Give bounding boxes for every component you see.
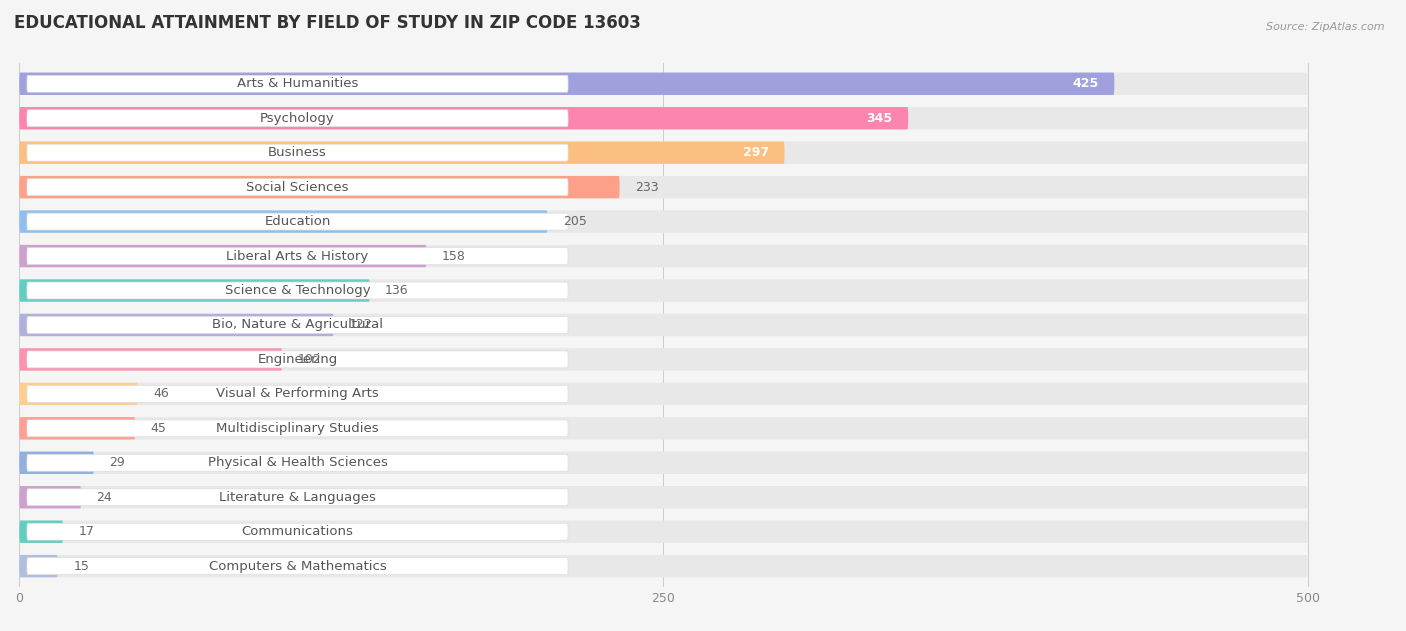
Text: 158: 158 (441, 249, 465, 262)
FancyBboxPatch shape (20, 555, 1308, 577)
FancyBboxPatch shape (20, 245, 426, 268)
Text: Visual & Performing Arts: Visual & Performing Arts (217, 387, 378, 401)
Text: Social Sciences: Social Sciences (246, 180, 349, 194)
FancyBboxPatch shape (20, 176, 1308, 198)
Text: 46: 46 (153, 387, 169, 401)
Text: Source: ZipAtlas.com: Source: ZipAtlas.com (1267, 21, 1385, 32)
Text: 45: 45 (150, 422, 166, 435)
FancyBboxPatch shape (20, 486, 82, 509)
FancyBboxPatch shape (27, 247, 568, 264)
FancyBboxPatch shape (20, 417, 1308, 440)
Text: Bio, Nature & Agricultural: Bio, Nature & Agricultural (212, 319, 382, 331)
FancyBboxPatch shape (20, 555, 58, 577)
FancyBboxPatch shape (20, 348, 283, 370)
FancyBboxPatch shape (27, 144, 568, 161)
FancyBboxPatch shape (27, 317, 568, 333)
FancyBboxPatch shape (20, 382, 138, 405)
Text: 17: 17 (79, 525, 94, 538)
FancyBboxPatch shape (20, 417, 135, 440)
FancyBboxPatch shape (20, 107, 908, 129)
FancyBboxPatch shape (27, 558, 568, 575)
FancyBboxPatch shape (20, 141, 785, 164)
FancyBboxPatch shape (20, 314, 333, 336)
FancyBboxPatch shape (27, 213, 568, 230)
FancyBboxPatch shape (27, 75, 568, 92)
Text: 24: 24 (97, 491, 112, 504)
Text: Communications: Communications (242, 525, 353, 538)
FancyBboxPatch shape (20, 210, 1308, 233)
FancyBboxPatch shape (27, 110, 568, 127)
FancyBboxPatch shape (27, 351, 568, 368)
Text: 136: 136 (385, 284, 409, 297)
Text: 29: 29 (110, 456, 125, 469)
Text: EDUCATIONAL ATTAINMENT BY FIELD OF STUDY IN ZIP CODE 13603: EDUCATIONAL ATTAINMENT BY FIELD OF STUDY… (14, 14, 641, 32)
Text: 15: 15 (73, 560, 89, 573)
Text: Engineering: Engineering (257, 353, 337, 366)
FancyBboxPatch shape (20, 107, 1308, 129)
FancyBboxPatch shape (27, 179, 568, 196)
Text: 425: 425 (1073, 77, 1099, 90)
Text: Psychology: Psychology (260, 112, 335, 125)
FancyBboxPatch shape (20, 176, 620, 198)
FancyBboxPatch shape (20, 73, 1308, 95)
Text: 205: 205 (562, 215, 586, 228)
FancyBboxPatch shape (20, 486, 1308, 509)
Text: Computers & Mathematics: Computers & Mathematics (208, 560, 387, 573)
Text: Arts & Humanities: Arts & Humanities (236, 77, 359, 90)
FancyBboxPatch shape (20, 210, 547, 233)
FancyBboxPatch shape (27, 454, 568, 471)
FancyBboxPatch shape (20, 314, 1308, 336)
FancyBboxPatch shape (27, 420, 568, 437)
FancyBboxPatch shape (27, 489, 568, 505)
FancyBboxPatch shape (20, 382, 1308, 405)
Text: Business: Business (269, 146, 326, 159)
Text: Literature & Languages: Literature & Languages (219, 491, 375, 504)
Text: 102: 102 (298, 353, 321, 366)
FancyBboxPatch shape (20, 452, 94, 474)
Text: Science & Technology: Science & Technology (225, 284, 370, 297)
FancyBboxPatch shape (20, 280, 370, 302)
FancyBboxPatch shape (20, 348, 1308, 370)
FancyBboxPatch shape (20, 452, 1308, 474)
Text: 297: 297 (742, 146, 769, 159)
FancyBboxPatch shape (20, 280, 1308, 302)
Text: Multidisciplinary Studies: Multidisciplinary Studies (217, 422, 378, 435)
Text: 122: 122 (349, 319, 373, 331)
FancyBboxPatch shape (27, 282, 568, 299)
FancyBboxPatch shape (27, 386, 568, 403)
FancyBboxPatch shape (20, 245, 1308, 268)
FancyBboxPatch shape (20, 73, 1115, 95)
Text: Education: Education (264, 215, 330, 228)
FancyBboxPatch shape (20, 521, 63, 543)
Text: 345: 345 (866, 112, 893, 125)
FancyBboxPatch shape (20, 521, 1308, 543)
FancyBboxPatch shape (27, 523, 568, 540)
FancyBboxPatch shape (20, 141, 1308, 164)
Text: Physical & Health Sciences: Physical & Health Sciences (208, 456, 388, 469)
Text: Liberal Arts & History: Liberal Arts & History (226, 249, 368, 262)
Text: 233: 233 (636, 180, 658, 194)
